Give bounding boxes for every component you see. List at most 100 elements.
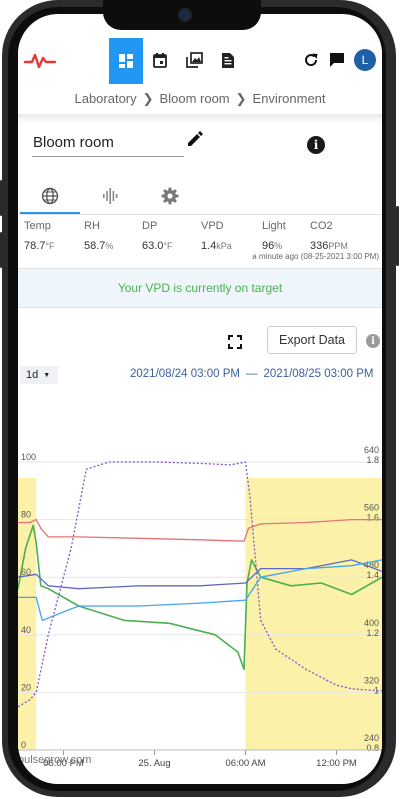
date-range-start: 2021/08/24 03:00 PM bbox=[130, 368, 240, 380]
credit-text: pulsegrow.com bbox=[18, 754, 92, 766]
nav-gallery-tab[interactable] bbox=[179, 40, 209, 80]
y-right-tick-label: 560 bbox=[364, 503, 379, 513]
breadcrumb-item[interactable]: Laboratory bbox=[74, 91, 137, 106]
reading-temp: 78.7 bbox=[24, 240, 46, 252]
reading-label: RH bbox=[84, 220, 100, 232]
nav-calendar-tab[interactable] bbox=[145, 40, 175, 80]
date-range[interactable]: 2021/08/24 03:00 PM — 2021/08/25 03:00 PM bbox=[130, 368, 373, 380]
reading-unit: PPM bbox=[328, 241, 348, 251]
y-right-tick-label: 1 bbox=[374, 685, 379, 695]
reading-value: 336PPM bbox=[310, 240, 348, 252]
series-line-temp bbox=[18, 518, 382, 542]
range-select[interactable]: 1d ▼ bbox=[20, 366, 58, 384]
phone-notch bbox=[103, 0, 261, 30]
reading-vpd: 1.4 bbox=[201, 240, 217, 252]
x-tick-label: 12:00 PM bbox=[316, 758, 357, 769]
y-right-tick-label: 1.2 bbox=[366, 628, 379, 638]
app-bar: L bbox=[18, 38, 382, 84]
reading-label: DP bbox=[142, 220, 158, 232]
series-line-vpd bbox=[18, 559, 382, 622]
lights-on-band bbox=[18, 478, 37, 750]
y-right-tick-label: 640 bbox=[364, 445, 379, 455]
reading-value: 1.4kPa bbox=[201, 240, 232, 252]
tab-settings[interactable] bbox=[140, 180, 200, 212]
nav-notes-tab[interactable] bbox=[213, 40, 243, 80]
y-right-tick-label: 0.8 bbox=[366, 743, 379, 753]
device-name-field[interactable]: Bloom room bbox=[32, 130, 184, 157]
pulse-logo-icon[interactable] bbox=[24, 52, 56, 70]
app-bar-actions: L bbox=[302, 49, 376, 71]
reading-unit: °F bbox=[45, 241, 55, 251]
pencil-icon[interactable] bbox=[186, 130, 204, 148]
reading-value: 63.0°F bbox=[142, 240, 173, 252]
y-tick-label: 20 bbox=[21, 682, 31, 692]
globe-icon bbox=[41, 187, 59, 205]
photo-library-icon bbox=[185, 52, 203, 68]
reading-co2: 336 bbox=[310, 240, 329, 252]
reading-label: CO2 bbox=[310, 220, 333, 232]
y-right-tick-label: 1.6 bbox=[366, 513, 379, 523]
caret-down-icon: ▼ bbox=[43, 371, 51, 379]
avatar[interactable]: L bbox=[354, 49, 376, 71]
fullscreen-icon[interactable] bbox=[228, 335, 242, 349]
y-right-tick-label: 240 bbox=[364, 733, 379, 743]
export-data-button[interactable]: Export Data bbox=[267, 326, 357, 354]
reading-unit: kPa bbox=[216, 241, 232, 251]
nav-dashboard-tab[interactable] bbox=[109, 38, 143, 84]
active-tab-indicator bbox=[20, 212, 80, 214]
y-tick-label: 60 bbox=[21, 567, 31, 577]
divider bbox=[18, 114, 382, 124]
status-banner: Your VPD is currently on target bbox=[18, 268, 382, 308]
series-line-rh bbox=[18, 524, 382, 671]
y-tick-label: 80 bbox=[21, 510, 31, 520]
x-tick-label: 06:00 AM bbox=[225, 758, 265, 769]
tab-overview[interactable] bbox=[20, 180, 80, 212]
y-right-tick-label: 320 bbox=[364, 675, 379, 685]
range-value: 1d bbox=[26, 369, 39, 381]
breadcrumb-item[interactable]: Bloom room bbox=[159, 91, 230, 106]
reading-value: 78.7°F bbox=[24, 240, 55, 252]
tab-bar bbox=[18, 180, 382, 215]
last-updated: a minute ago (08-25-2021 3:00 PM) bbox=[252, 252, 379, 261]
y-right-tick-label: 1.8 bbox=[366, 455, 379, 465]
series-line-dp bbox=[18, 559, 382, 590]
reading-unit: °F bbox=[163, 241, 173, 251]
reading-label: Temp bbox=[24, 220, 51, 232]
reading-light: 96 bbox=[262, 240, 275, 252]
reading-value: 58.7% bbox=[84, 240, 113, 252]
info-icon[interactable]: i bbox=[366, 334, 380, 348]
screen: L Laboratory ❯ Bloom room ❯ Environment Bloo… bbox=[18, 14, 382, 784]
reading-label: VPD bbox=[201, 220, 224, 232]
document-icon bbox=[222, 52, 234, 68]
camera-icon bbox=[178, 8, 192, 22]
date-range-end: 2021/08/25 03:00 PM bbox=[263, 368, 374, 380]
soundwave-icon bbox=[103, 188, 118, 204]
status-message: Your VPD is currently on target bbox=[117, 281, 283, 295]
volume-button bbox=[0, 180, 3, 216]
breadcrumb-item[interactable]: Environment bbox=[252, 91, 326, 106]
power-button bbox=[396, 206, 399, 266]
x-tick-label: 06:00 PM bbox=[43, 758, 84, 769]
divider bbox=[18, 214, 382, 215]
reading-dp: 63.0 bbox=[142, 240, 164, 252]
breadcrumb: Laboratory ❯ Bloom room ❯ Environment bbox=[18, 86, 382, 112]
calendar-icon bbox=[153, 53, 167, 68]
reading-label: Light bbox=[262, 220, 286, 232]
info-icon[interactable]: i bbox=[307, 136, 325, 154]
reading-value: 96% bbox=[262, 240, 282, 252]
volume-button bbox=[0, 232, 3, 268]
date-range-separator: — bbox=[245, 368, 258, 380]
y-tick-label: 0 bbox=[21, 740, 26, 750]
y-right-tick-label: 480 bbox=[364, 560, 379, 570]
reading-unit: % bbox=[105, 241, 114, 251]
chat-icon[interactable] bbox=[328, 51, 346, 69]
series-line-co2 bbox=[18, 461, 382, 708]
refresh-icon[interactable] bbox=[302, 51, 320, 69]
dashboard-icon bbox=[119, 54, 133, 68]
tab-sensors[interactable] bbox=[80, 180, 140, 212]
chevron-right-icon: ❯ bbox=[235, 91, 247, 106]
y-tick-label: 100 bbox=[21, 452, 36, 462]
y-tick-label: 40 bbox=[21, 625, 31, 635]
